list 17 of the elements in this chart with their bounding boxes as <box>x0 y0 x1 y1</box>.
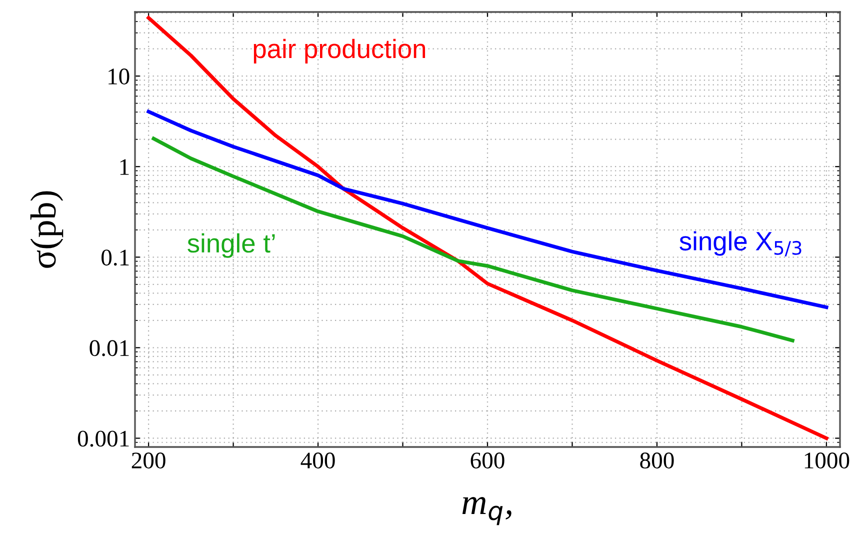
series-label: single X$_{5/3}$ <box>680 231 802 256</box>
x-tick-label: 200 <box>132 452 166 468</box>
x-tick-label: 800 <box>640 452 674 468</box>
x-axis-title: m$_{q}$, <box>462 496 512 526</box>
line-series <box>146 110 828 310</box>
series-label: single t’ <box>188 233 275 258</box>
y-tick-label: 0.1 <box>102 250 129 266</box>
x-tick-label: 400 <box>300 452 335 468</box>
x-tick-label: 1000 <box>804 452 850 468</box>
x-tick-label: 600 <box>470 452 504 468</box>
series-label: pair production <box>254 38 426 64</box>
y-axis-title: σ(pb) <box>30 191 64 268</box>
y-tick-label: 0.001 <box>78 430 129 447</box>
line-series <box>146 16 828 440</box>
y-tick-label: 1 <box>120 159 129 175</box>
y-tick-label: 0.01 <box>90 340 129 356</box>
y-tick-label: 10 <box>108 68 130 84</box>
